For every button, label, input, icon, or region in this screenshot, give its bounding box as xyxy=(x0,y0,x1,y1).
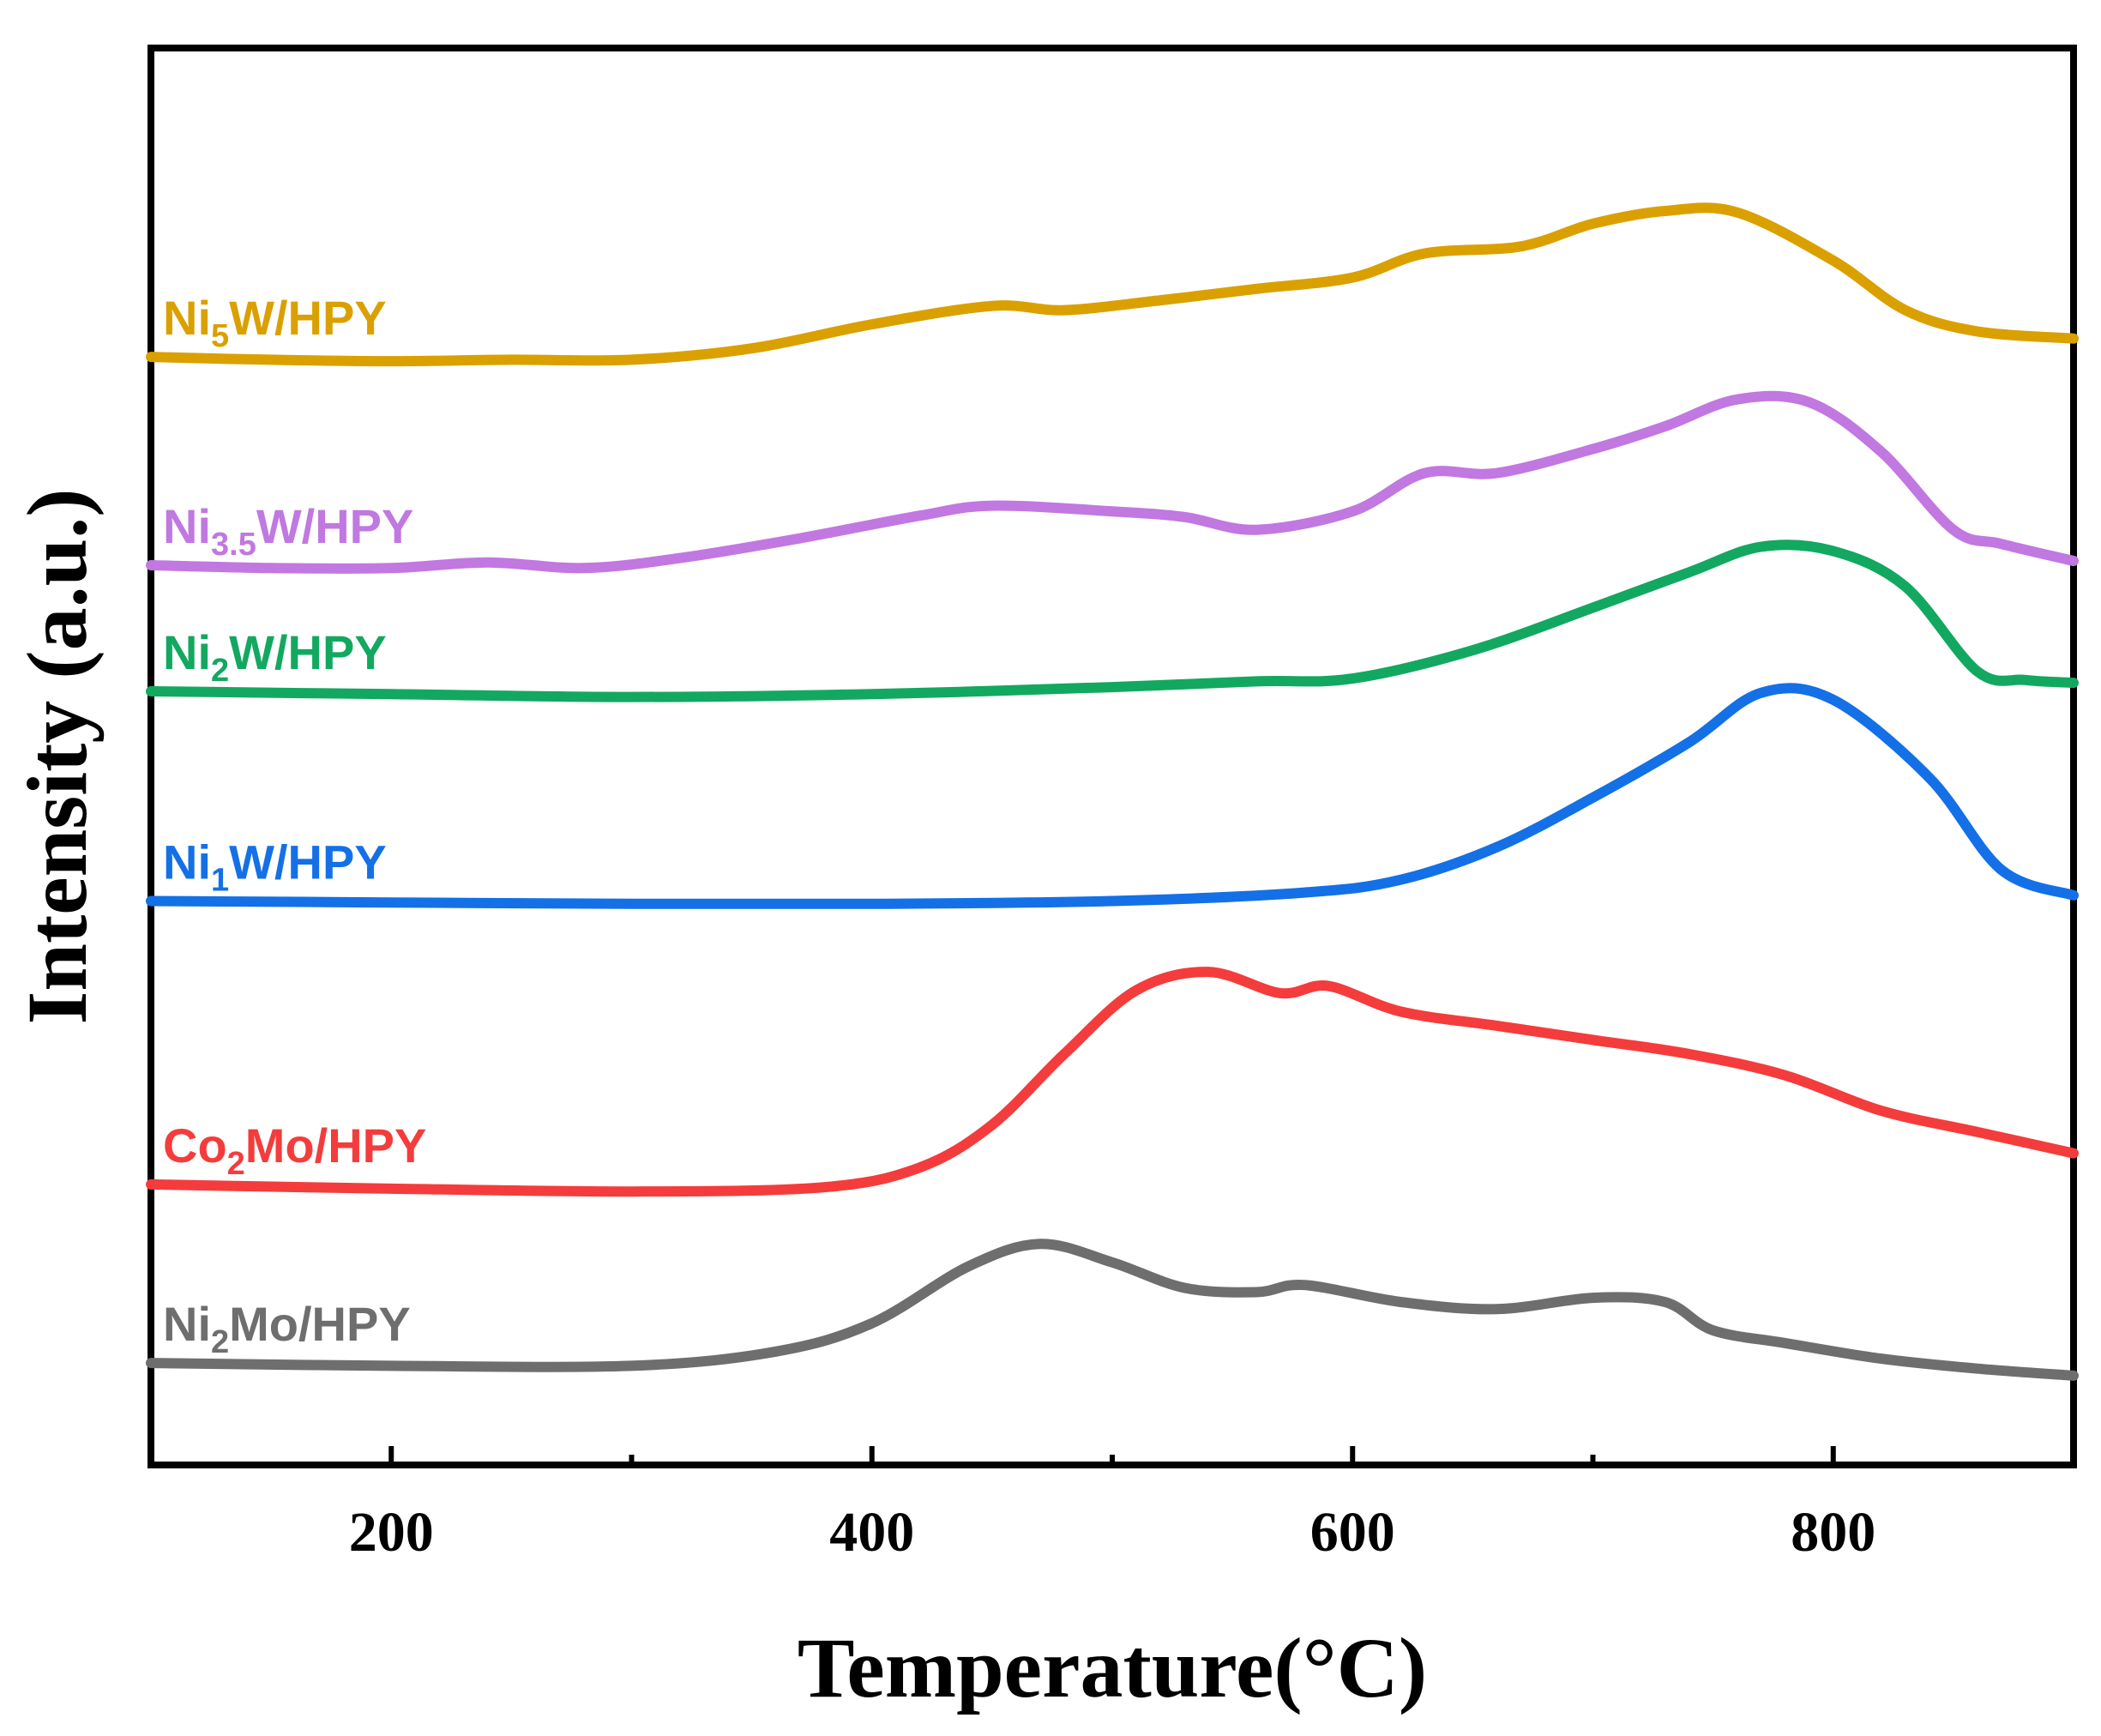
series-line xyxy=(146,967,2079,1197)
x-tick-label: 400 xyxy=(829,1501,914,1564)
series-label-rest: W/HPY xyxy=(229,625,387,679)
series-label: Ni2Mo/HPY xyxy=(163,1297,411,1360)
series-label-main: Ni xyxy=(163,625,211,679)
series-label-subscript: 2 xyxy=(211,1324,229,1360)
series-label-subscript: 2 xyxy=(227,1146,245,1182)
series-label: Ni5W/HPY xyxy=(163,291,387,354)
series-label-main: Ni xyxy=(163,1297,211,1351)
series-label-subscript: 1 xyxy=(211,863,229,899)
x-tick-label: 200 xyxy=(349,1501,434,1564)
series-labels: Ni5W/HPYNi3.5W/HPYNi2W/HPYNi1W/HPYCo2Mo/… xyxy=(163,291,426,1360)
series-label-rest: Mo/HPY xyxy=(229,1297,411,1351)
series-label-subscript: 3.5 xyxy=(211,527,256,563)
x-axis-title: Temperature(°C) xyxy=(798,1620,1427,1715)
series-label: Ni2W/HPY xyxy=(163,625,387,689)
x-axis-ticks xyxy=(388,1446,1836,1465)
series-label-rest: W/HPY xyxy=(229,291,387,345)
series-label: Ni3.5W/HPY xyxy=(163,499,413,563)
y-axis-title: Intensity (a.u.) xyxy=(9,488,105,1024)
series-label-rest: W/HPY xyxy=(229,835,387,889)
series-label-main: Co xyxy=(163,1118,227,1172)
x-axis-tick-labels: 200 400 600 800 xyxy=(349,1501,1876,1564)
series-line xyxy=(146,1239,2079,1381)
series-line xyxy=(146,390,2079,574)
series-label-main: Ni xyxy=(163,835,211,889)
series-label-subscript: 2 xyxy=(211,653,229,689)
series-label-subscript: 5 xyxy=(211,318,229,354)
series-line xyxy=(146,683,2079,910)
series-line xyxy=(146,539,2079,702)
series-label-rest: W/HPY xyxy=(256,499,414,553)
series-label-main: Ni xyxy=(163,291,211,345)
plot-frame xyxy=(147,45,2077,1468)
series-lines xyxy=(146,202,2079,1381)
series-label: Co2Mo/HPY xyxy=(163,1118,426,1182)
x-tick-label: 600 xyxy=(1310,1501,1395,1564)
series-line xyxy=(146,202,2079,367)
x-tick-label: 800 xyxy=(1791,1501,1875,1564)
series-label-rest: Mo/HPY xyxy=(245,1118,427,1172)
series-label: Ni1W/HPY xyxy=(163,835,387,899)
series-label-main: Ni xyxy=(163,499,211,553)
